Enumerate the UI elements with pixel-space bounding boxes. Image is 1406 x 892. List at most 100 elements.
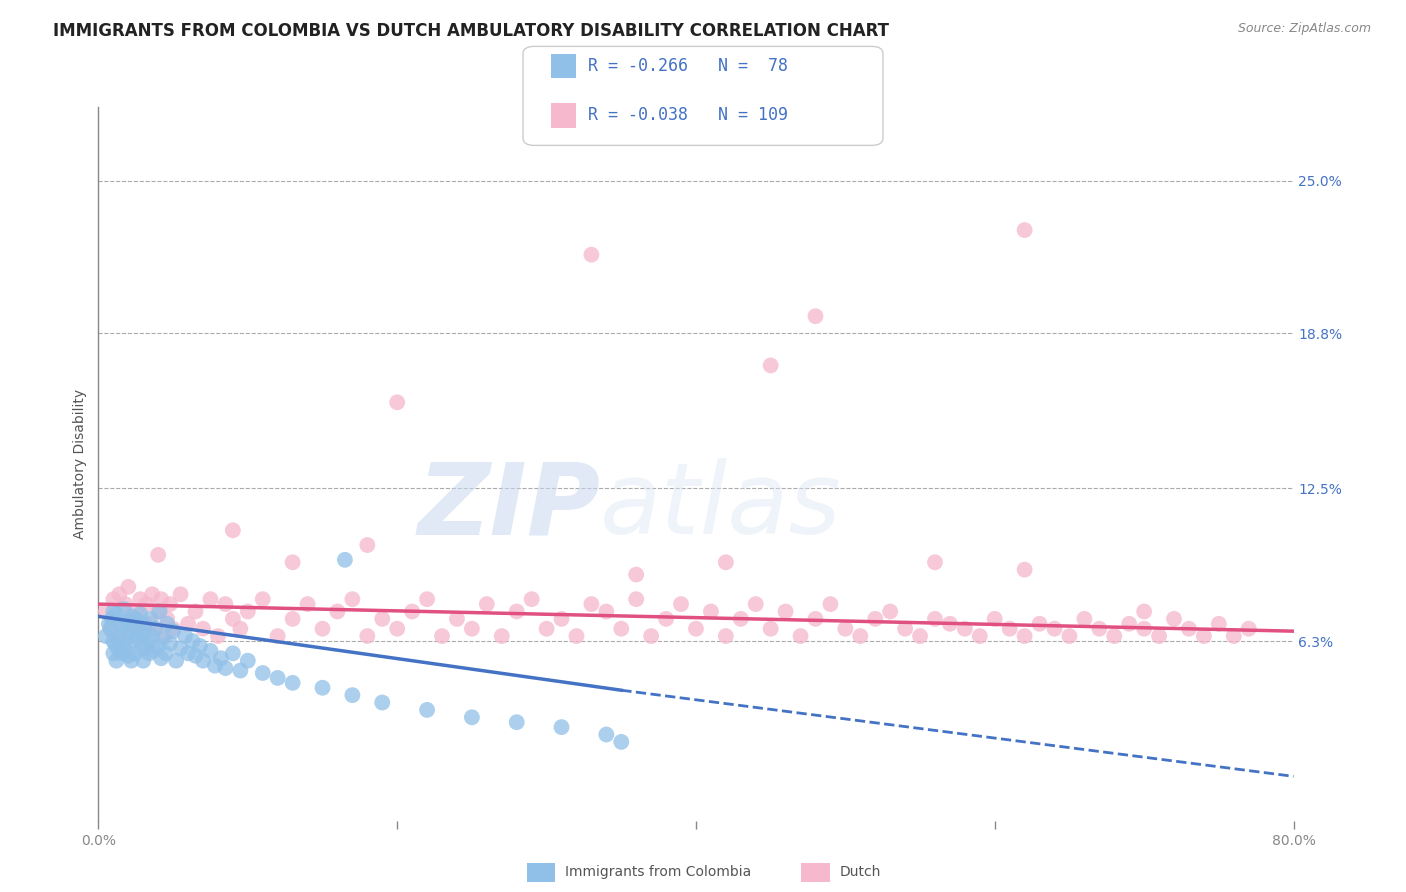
Point <box>595 727 617 741</box>
Point <box>849 629 872 643</box>
Point <box>1104 629 1126 643</box>
Point <box>789 629 811 643</box>
Point <box>181 634 204 648</box>
Point <box>1133 622 1156 636</box>
Point <box>184 605 207 619</box>
Point <box>506 715 529 730</box>
Point <box>416 592 439 607</box>
Point <box>107 641 129 656</box>
Point <box>159 597 181 611</box>
Point <box>98 622 122 636</box>
Point <box>162 624 184 639</box>
Point <box>491 629 513 643</box>
Point <box>222 523 245 537</box>
Point <box>110 616 132 631</box>
Point <box>804 612 827 626</box>
Point <box>200 644 222 658</box>
Point <box>267 629 290 643</box>
Point <box>94 605 117 619</box>
Point <box>214 661 236 675</box>
Point <box>416 703 439 717</box>
Point <box>520 592 543 607</box>
Point <box>595 605 617 619</box>
Point <box>229 664 252 678</box>
Point <box>1133 605 1156 619</box>
Text: R = -0.266   N =  78: R = -0.266 N = 78 <box>588 57 787 75</box>
Point <box>461 622 484 636</box>
Point <box>281 676 304 690</box>
Point <box>326 605 349 619</box>
Text: atlas: atlas <box>600 458 842 555</box>
Point <box>165 654 187 668</box>
Point <box>129 592 152 607</box>
Point <box>148 548 170 562</box>
Point <box>169 641 191 656</box>
Point <box>371 696 394 710</box>
Point <box>112 602 135 616</box>
Point <box>1059 629 1081 643</box>
Point <box>143 622 166 636</box>
Point <box>252 665 274 680</box>
Point <box>174 629 197 643</box>
Point <box>685 622 707 636</box>
Point <box>385 395 409 409</box>
Point <box>655 612 678 626</box>
Point <box>1088 622 1111 636</box>
Point <box>104 636 127 650</box>
Point <box>108 629 131 643</box>
Point <box>1237 622 1260 636</box>
Point <box>114 644 136 658</box>
Point <box>136 634 159 648</box>
Point <box>371 612 394 626</box>
Point <box>97 616 120 631</box>
Point <box>252 592 274 607</box>
Point <box>267 671 290 685</box>
Point <box>118 626 141 640</box>
Point <box>120 654 142 668</box>
Point <box>640 629 662 643</box>
Point <box>1073 612 1095 626</box>
Point <box>131 641 153 656</box>
Point <box>191 622 214 636</box>
Point <box>150 651 173 665</box>
Point <box>229 622 252 636</box>
Point <box>626 567 648 582</box>
Point <box>115 632 138 646</box>
Point <box>610 622 633 636</box>
Point <box>134 616 156 631</box>
Point <box>124 634 146 648</box>
Point <box>117 648 139 663</box>
Point <box>356 538 378 552</box>
Point <box>110 646 132 660</box>
Point <box>141 587 163 601</box>
Point <box>984 612 1007 626</box>
Point <box>156 616 179 631</box>
Point <box>714 555 737 569</box>
Point <box>103 646 125 660</box>
Point <box>94 629 117 643</box>
Point <box>908 629 931 643</box>
Point <box>135 641 157 656</box>
Point <box>953 622 976 636</box>
Point <box>117 580 139 594</box>
Point <box>581 597 603 611</box>
Point <box>120 609 142 624</box>
Point <box>142 644 165 658</box>
Point <box>342 592 364 607</box>
Point <box>446 612 468 626</box>
Point <box>148 639 170 653</box>
Point <box>184 648 207 663</box>
Point <box>311 681 333 695</box>
Point <box>222 646 245 660</box>
Point <box>200 592 222 607</box>
Text: IMMIGRANTS FROM COLOMBIA VS DUTCH AMBULATORY DISABILITY CORRELATION CHART: IMMIGRANTS FROM COLOMBIA VS DUTCH AMBULA… <box>53 22 890 40</box>
Point <box>894 622 917 636</box>
Point <box>745 597 768 611</box>
Point <box>125 612 148 626</box>
Point <box>1163 612 1185 626</box>
Point <box>475 597 498 611</box>
Point <box>1147 629 1170 643</box>
Point <box>236 605 259 619</box>
Point <box>714 629 737 643</box>
Point <box>162 622 184 636</box>
